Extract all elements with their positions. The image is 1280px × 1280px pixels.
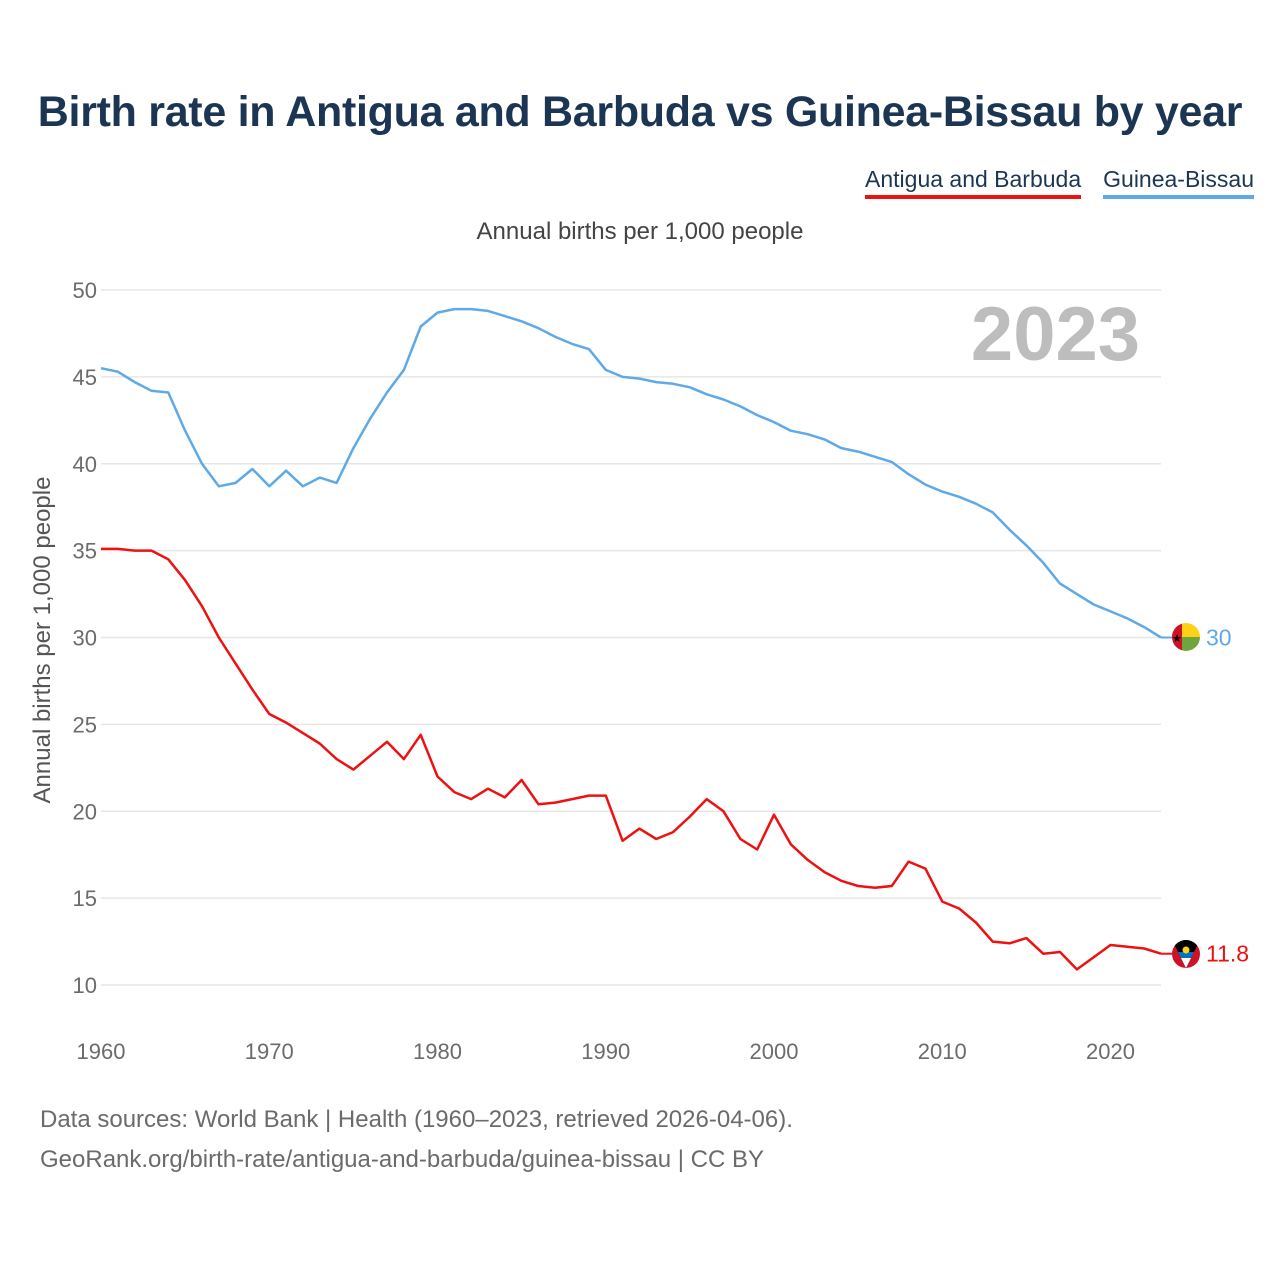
y-tick-label: 25 xyxy=(73,712,97,737)
legend-item-antigua-and-barbuda[interactable]: Antigua and Barbuda xyxy=(865,166,1082,199)
x-tick-label: 1970 xyxy=(245,1039,294,1064)
series-lines: 11.8 30 xyxy=(100,307,1249,971)
legend-item-guinea-bissau[interactable]: Guinea-Bissau xyxy=(1103,166,1254,199)
chart-subtitle: Annual births per 1,000 people xyxy=(476,218,804,245)
end-value-label-antigua-and-barbuda: 11.8 xyxy=(1206,941,1249,967)
y-tick-label: 10 xyxy=(73,973,97,998)
y-tick-label: 50 xyxy=(73,278,97,303)
footer-sources: Data sources: World Bank | Health (1960–… xyxy=(40,1106,793,1133)
x-tick-label: 2000 xyxy=(750,1039,799,1064)
svg-text:★: ★ xyxy=(1172,633,1182,645)
x-tick-label: 2020 xyxy=(1086,1039,1135,1064)
line-chart: 10 15 20 25 30 35 40 45 50 1960 1970 1980 1990 2000 2… xyxy=(29,278,1249,1064)
y-tick-label: 20 xyxy=(73,799,97,824)
x-tick-label: 1980 xyxy=(413,1039,462,1064)
series-line-antigua-and-barbuda[interactable] xyxy=(101,547,1162,971)
footer-link[interactable]: GeoRank.org/birth-rate/antigua-and-barbu… xyxy=(40,1146,764,1173)
antigua-and-barbuda-flag-icon xyxy=(1172,940,1200,968)
y-axis-ticks: 10 15 20 25 30 35 40 45 50 xyxy=(73,278,97,998)
year-watermark: 2023 xyxy=(971,292,1140,377)
y-tick-label: 35 xyxy=(73,539,97,564)
x-axis-ticks: 1960 1970 1980 1990 2000 2010 2020 xyxy=(77,1039,1135,1064)
guinea-bissau-flag-icon: ★ xyxy=(1172,623,1200,651)
y-tick-label: 30 xyxy=(73,626,97,651)
y-tick-label: 15 xyxy=(73,886,97,911)
x-tick-label: 2010 xyxy=(918,1039,967,1064)
legend: Antigua and Barbuda Guinea-Bissau xyxy=(865,166,1254,199)
grid-lines xyxy=(101,289,1161,986)
y-axis-label: Annual births per 1,000 people xyxy=(29,477,56,804)
y-tick-label: 45 xyxy=(73,365,97,390)
chart-title: Birth rate in Antigua and Barbuda vs Gui… xyxy=(37,88,1243,136)
end-value-label-guinea-bissau: 30 xyxy=(1206,625,1232,651)
y-tick-label: 40 xyxy=(73,452,97,477)
x-tick-label: 1990 xyxy=(581,1039,630,1064)
x-tick-label: 1960 xyxy=(77,1039,126,1064)
series-line-guinea-bissau[interactable] xyxy=(100,307,1162,639)
